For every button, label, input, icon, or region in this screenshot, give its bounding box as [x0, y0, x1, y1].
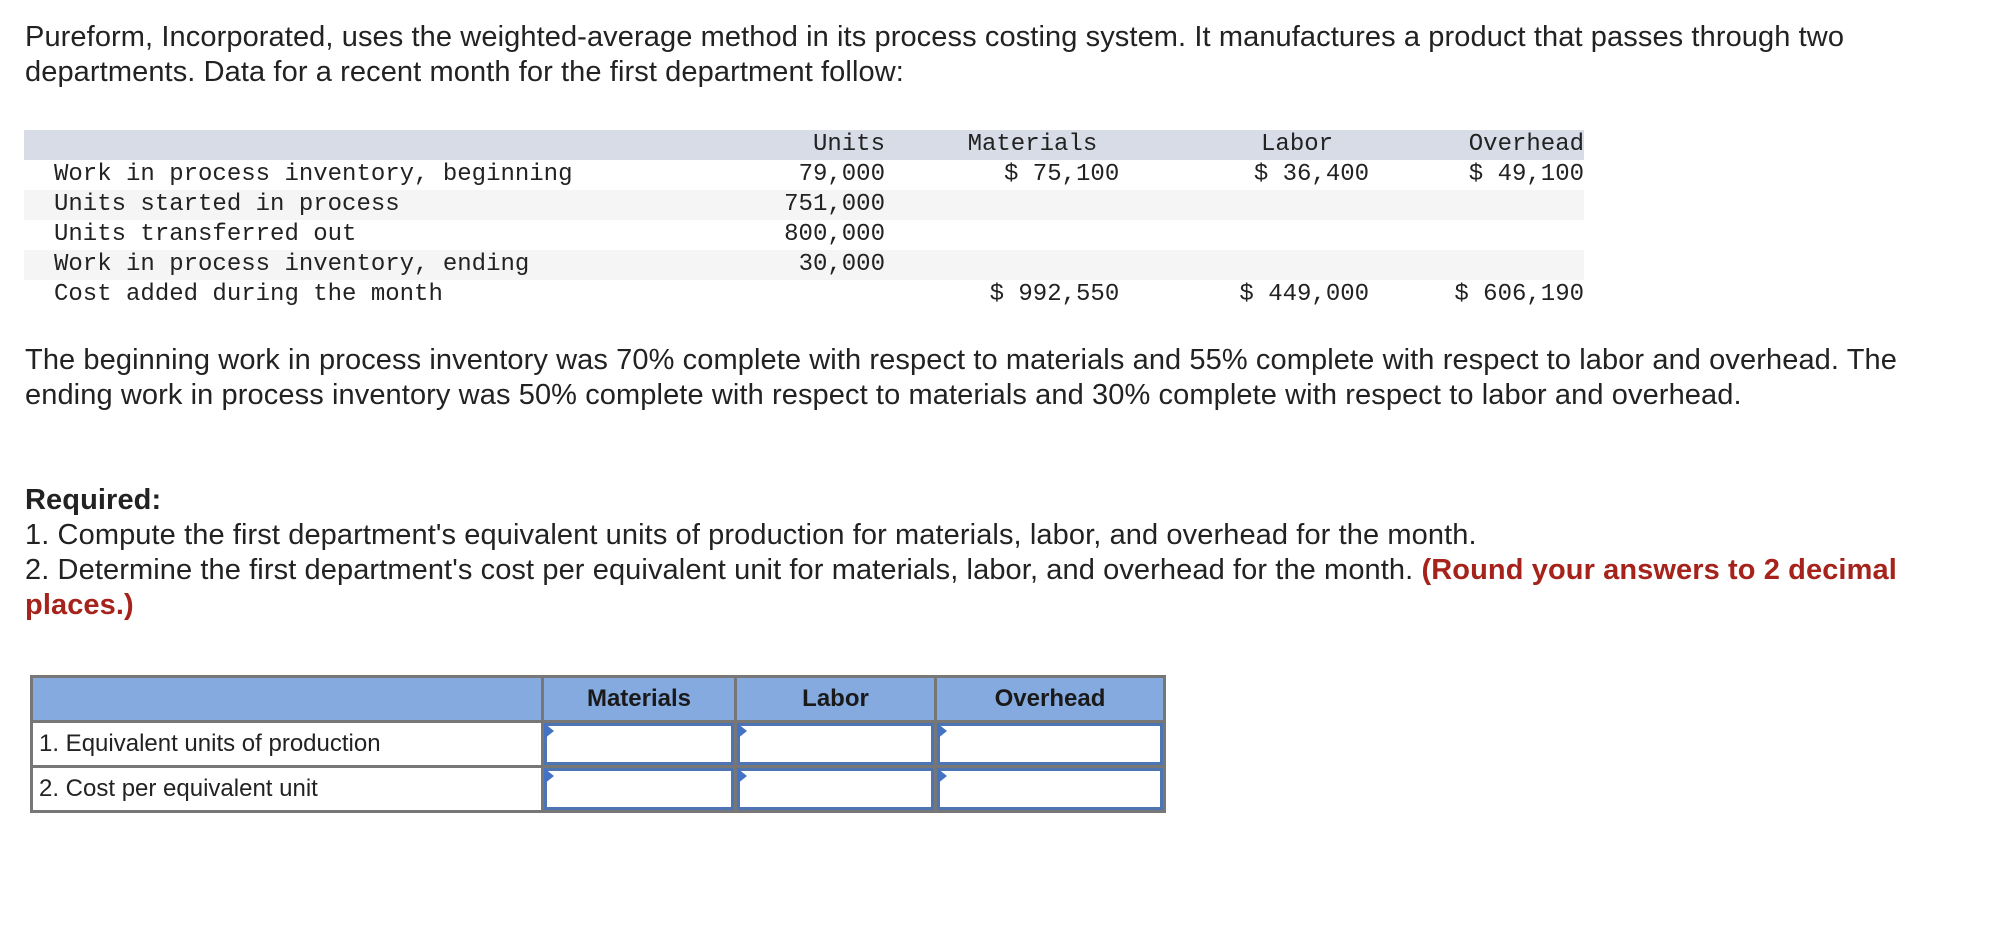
materials-value: [885, 190, 1119, 220]
overhead-value: [1369, 190, 1584, 220]
materials-cell: [541, 765, 737, 813]
overhead-value: [1369, 220, 1584, 250]
header-labor: Labor: [1261, 131, 1334, 158]
materials-cell: [541, 720, 737, 768]
completion-paragraph: The beginning work in process inventory …: [25, 344, 1897, 411]
units-value: [766, 280, 885, 310]
flag-icon: [544, 723, 554, 739]
labor-value: [1119, 250, 1369, 280]
required-title: Required:: [25, 484, 162, 516]
required-section: Required: 1. Compute the first departmen…: [25, 483, 1965, 623]
labor-value: $ 449,000: [1239, 281, 1370, 308]
table-header-row: Units Materials Labor Overhead: [24, 130, 1584, 160]
answer-header-materials: Materials: [541, 675, 737, 723]
overhead-value: [1369, 250, 1584, 280]
labor-value: $ 36,400: [1253, 161, 1370, 188]
table-row: Units started in process 751,000: [24, 190, 1584, 220]
units-value: 30,000: [798, 251, 885, 278]
row-label: Units transferred out: [54, 221, 357, 248]
header-blank: [24, 130, 766, 160]
flag-icon: [937, 723, 947, 739]
labor-cell: [734, 720, 937, 768]
flag-icon: [937, 768, 947, 784]
row-label: Cost added during the month: [54, 281, 443, 308]
table-row: Units transferred out 800,000: [24, 220, 1584, 250]
flag-icon: [544, 768, 554, 784]
intro-paragraph: Pureform, Incorporated, uses the weighte…: [25, 21, 1845, 88]
required-item-1: 1. Compute the first department's equiva…: [25, 519, 1477, 551]
cost-data-table: Units Materials Labor Overhead Work in p…: [24, 130, 1584, 310]
answer-header-row: Materials Labor Overhead: [30, 675, 1166, 723]
overhead-cell: [934, 720, 1166, 768]
row-label: 2. Cost per equivalent unit: [30, 765, 544, 813]
table-row: Work in process inventory, ending 30,000: [24, 250, 1584, 280]
answer-table: Materials Labor Overhead 1. Equivalent u…: [30, 675, 1166, 813]
row-label: Units started in process: [54, 191, 400, 218]
cost-per-unit-labor-input[interactable]: [737, 768, 934, 810]
required-item-2: 2. Determine the first department's cost…: [25, 553, 1965, 623]
materials-value: [885, 220, 1119, 250]
equivalent-units-overhead-input[interactable]: [937, 723, 1163, 765]
header-overhead: Overhead: [1468, 131, 1584, 158]
table-row: Cost added during the month $ 992,550 $ …: [24, 280, 1584, 310]
overhead-value: $ 49,100: [1468, 161, 1584, 188]
equivalent-units-materials-input[interactable]: [544, 723, 734, 765]
cost-per-unit-overhead-input[interactable]: [937, 768, 1163, 810]
rounding-note: (Round your answers to 2 decimal places.…: [25, 554, 1897, 621]
materials-value: [885, 250, 1119, 280]
required-item-2-text: 2. Determine the first department's cost…: [25, 554, 1414, 586]
row-label: Work in process inventory, ending: [54, 251, 530, 278]
materials-value: $ 992,550: [989, 281, 1120, 308]
answer-header-overhead: Overhead: [934, 675, 1166, 723]
table-row: Work in process inventory, beginning 79,…: [24, 160, 1584, 190]
cost-per-unit-materials-input[interactable]: [544, 768, 734, 810]
labor-value: [1119, 190, 1369, 220]
units-value: 800,000: [784, 221, 885, 248]
labor-cell: [734, 765, 937, 813]
overhead-cell: [934, 765, 1166, 813]
answer-row-cost-per-unit: 2. Cost per equivalent unit: [30, 765, 1166, 813]
materials-value: $ 75,100: [1004, 161, 1120, 188]
units-value: 79,000: [798, 161, 885, 188]
overhead-value: $ 606,190: [1454, 281, 1584, 308]
answer-header-blank: [30, 675, 544, 723]
header-materials: Materials: [967, 131, 1098, 158]
equivalent-units-labor-input[interactable]: [737, 723, 934, 765]
answer-header-labor: Labor: [734, 675, 937, 723]
labor-value: [1119, 220, 1369, 250]
header-units: Units: [812, 131, 885, 158]
row-label: Work in process inventory, beginning: [54, 161, 573, 188]
flag-icon: [737, 723, 747, 739]
answer-row-equivalent-units: 1. Equivalent units of production: [30, 720, 1166, 768]
flag-icon: [737, 768, 747, 784]
row-label: 1. Equivalent units of production: [30, 720, 544, 768]
units-value: 751,000: [784, 191, 885, 218]
